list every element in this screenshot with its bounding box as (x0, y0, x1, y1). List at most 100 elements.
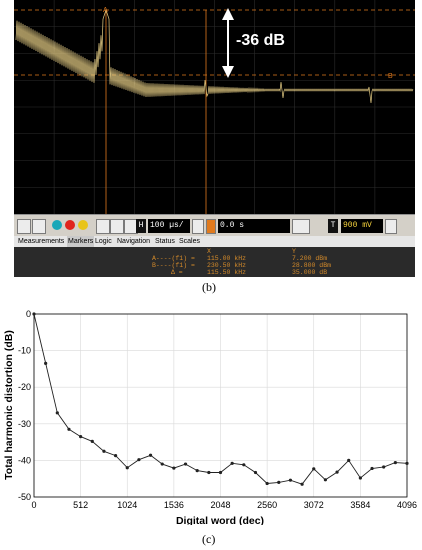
data-point (44, 361, 48, 366)
data-point (137, 458, 141, 462)
timebase-tag: H (136, 219, 146, 233)
thd-ticks: 0 512 1024 1536 2048 2560 3072 3584 4096 0 -10 -20 -… (18, 309, 417, 510)
markers-table: X Y A----(f1) = 115.00 kHz 7.200 dBm B--… (14, 247, 415, 277)
marker-b-tag: B (388, 73, 393, 80)
cursor-tool-icon[interactable] (96, 219, 110, 234)
x-tick-label: 1536 (164, 500, 184, 510)
tab-logic[interactable]: Logic (95, 238, 112, 245)
y-axis-label: Total harmonic distortion (dB) (3, 330, 15, 480)
data-point (358, 476, 362, 480)
measure-tool-icon[interactable] (110, 219, 124, 234)
x-tick-label: 4096 (397, 500, 417, 510)
data-point (335, 470, 339, 474)
data-point (113, 454, 118, 458)
x-tick-label: 512 (73, 500, 88, 510)
y-tick-label: -30 (18, 419, 31, 429)
channel-3-icon[interactable] (78, 220, 88, 230)
y-tick-label: -20 (18, 382, 31, 392)
delta-arrow-up (222, 8, 234, 20)
marker-row-x: 115.50 kHz (207, 269, 247, 276)
thd-chart: 0 512 1024 1536 2048 2560 3072 3584 4096 0 -10 -20 -… (3, 309, 417, 525)
marker-row-y: 35.000 dB (292, 269, 328, 276)
y-tick-label: -50 (18, 492, 31, 502)
channel-2-icon[interactable] (65, 220, 75, 230)
data-point (393, 460, 397, 465)
data-point (160, 462, 164, 466)
data-point (312, 467, 316, 471)
data-point (183, 462, 188, 466)
tab-measurements[interactable]: Measurements (18, 238, 65, 245)
data-point (102, 449, 106, 453)
marker-row-y: 28.800 dBm (292, 262, 332, 269)
data-point (242, 463, 246, 467)
scope-toolbar: H 100 µs/ 0.0 s T 900 mV (14, 214, 415, 237)
tab-markers[interactable]: Markers (67, 236, 95, 247)
marker-row-y: 7.200 dBm (292, 255, 328, 262)
data-point (67, 427, 71, 431)
data-point (265, 481, 269, 486)
spectrum-grid (14, 0, 415, 214)
x-tick-label: 2048 (210, 500, 230, 510)
arrow-up-icon[interactable] (17, 219, 31, 234)
thd-points (32, 312, 409, 486)
zoom-icon[interactable] (32, 219, 46, 234)
data-point (207, 470, 211, 475)
marker-row-name: Δ = (171, 269, 183, 276)
data-point (323, 478, 328, 482)
marker-row-x: 230.50 kHz (207, 262, 247, 269)
tab-status[interactable]: Status (155, 238, 175, 245)
trigger-tag: T (328, 219, 338, 233)
marker-row-name: A----(f1) = (152, 255, 195, 262)
x-tick-label: 1024 (117, 500, 137, 510)
data-point (288, 478, 293, 482)
y-tick-label: -10 (18, 346, 31, 356)
spectrum-display: A B -36 dB (14, 0, 415, 214)
data-point (277, 480, 281, 484)
data-point (79, 435, 83, 439)
data-point (218, 470, 223, 475)
position-field[interactable]: 0.0 s (218, 219, 290, 233)
marker-row-name: B----(f1) = (152, 262, 195, 269)
timebase-stepper[interactable] (192, 219, 204, 234)
data-point (55, 411, 59, 415)
data-point (125, 466, 129, 470)
data-point (253, 470, 258, 475)
spectrum-trace (15, 8, 414, 104)
data-point (370, 466, 374, 471)
plot-frame (33, 313, 408, 498)
delta-annotation: -36 dB (236, 32, 285, 49)
x-axis-label: Digital word (dec) (176, 515, 264, 525)
marker-a-tag: A (103, 7, 108, 14)
y-tick-label: 0 (26, 309, 31, 319)
data-point (382, 465, 386, 469)
x-tick-label: 3584 (350, 500, 370, 510)
data-point (148, 453, 153, 457)
panel-b-label: (b) (202, 280, 216, 294)
markers-col-x: X (207, 248, 211, 255)
x-tick-label: 2560 (257, 500, 277, 510)
data-point (172, 466, 176, 470)
channel-1-icon[interactable] (52, 220, 62, 230)
marker-row-x: 115.00 kHz (207, 255, 247, 262)
data-point (347, 458, 351, 462)
x-tick-label: 0 (31, 500, 36, 510)
data-point (32, 312, 36, 316)
trigger-stepper[interactable] (385, 219, 397, 234)
tab-navigation[interactable]: Navigation (117, 238, 151, 245)
data-point (230, 461, 234, 465)
markers-col-y: Y (292, 248, 296, 255)
tab-scales[interactable]: Scales (179, 238, 201, 245)
trigger-level-field[interactable]: 900 mV (341, 219, 383, 233)
measurement-tabs: Measurements Markers Logic Navigation St… (14, 236, 415, 247)
delta-arrow-down (222, 66, 234, 78)
timebase-field[interactable]: 100 µs/ (148, 219, 190, 233)
panel-c-label: (c) (202, 532, 216, 546)
data-point (195, 469, 199, 473)
y-tick-label: -40 (18, 455, 31, 465)
thd-grid (33, 313, 408, 498)
data-point (90, 439, 94, 443)
data-point (405, 461, 409, 465)
position-stepper[interactable] (292, 219, 310, 234)
position-marker-icon (206, 219, 216, 234)
data-point (300, 482, 304, 486)
